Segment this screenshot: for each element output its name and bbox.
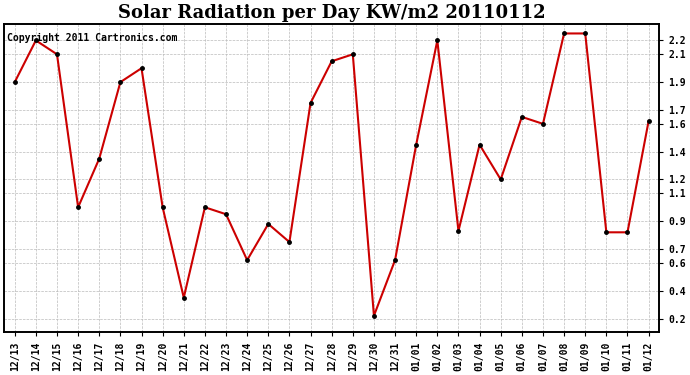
Title: Solar Radiation per Day KW/m2 20110112: Solar Radiation per Day KW/m2 20110112	[118, 4, 546, 22]
Text: Copyright 2011 Cartronics.com: Copyright 2011 Cartronics.com	[8, 33, 178, 43]
